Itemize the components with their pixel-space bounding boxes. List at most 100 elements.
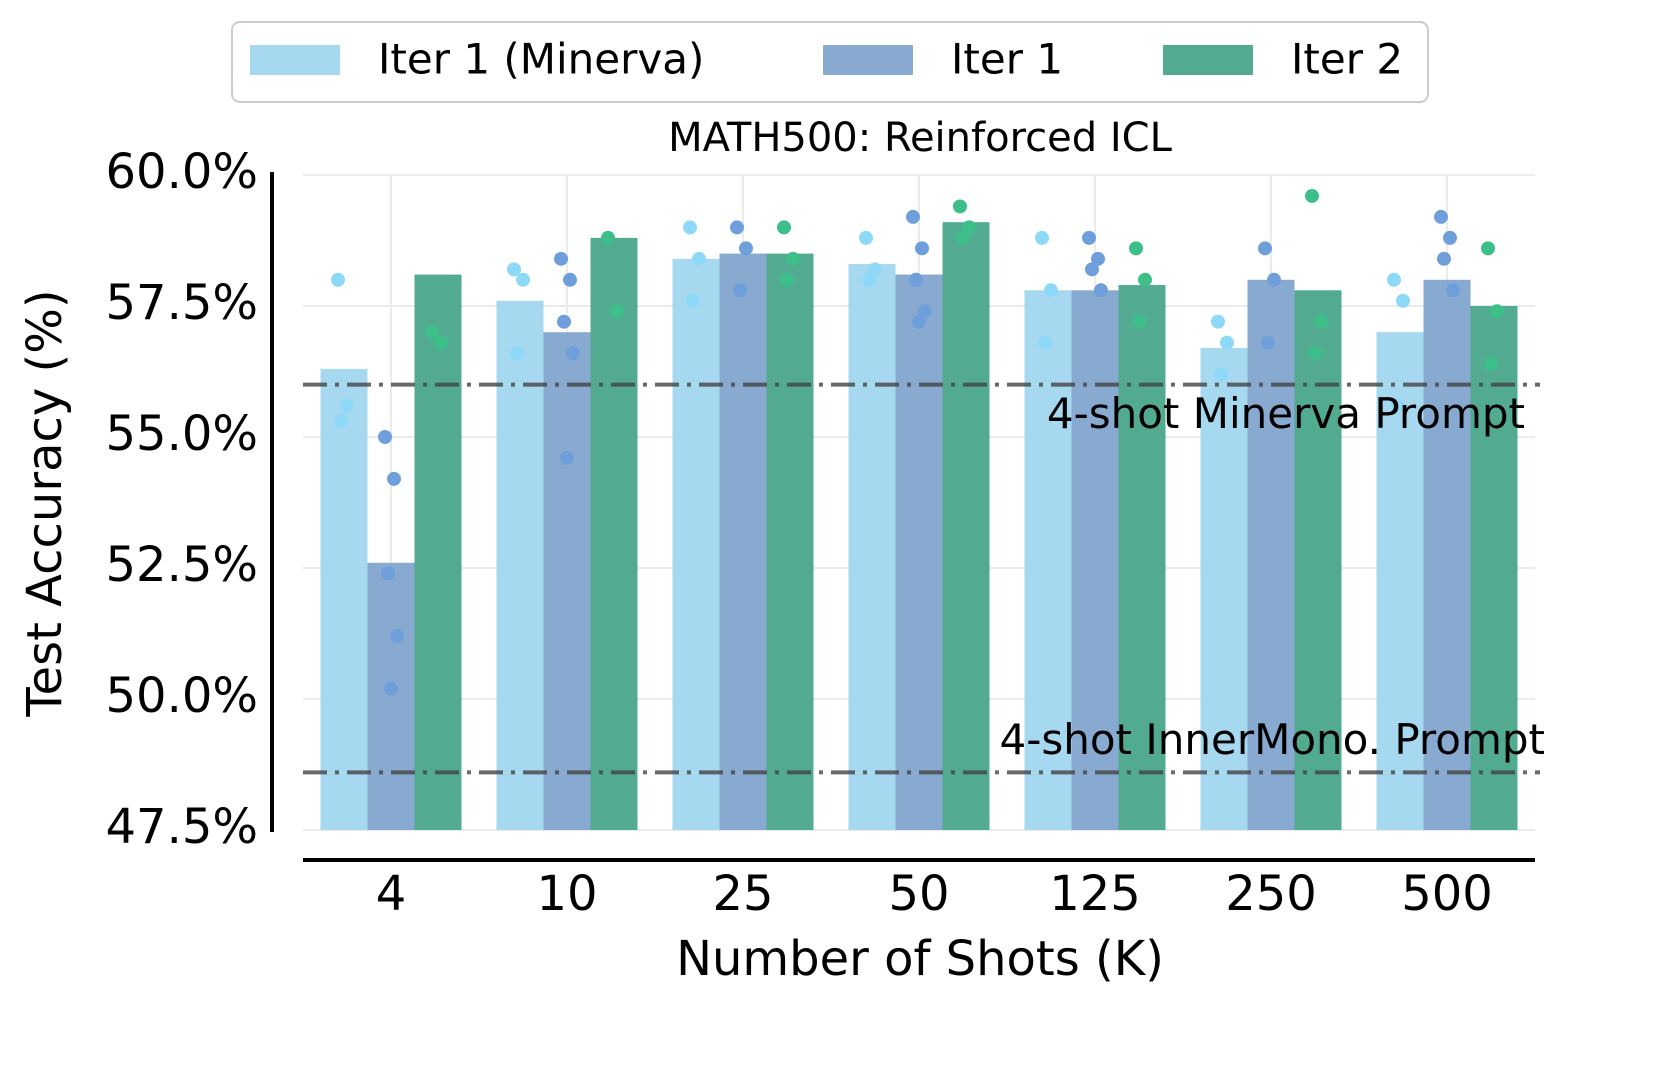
run-point [868, 262, 882, 277]
run-point [381, 566, 395, 581]
run-point [686, 293, 700, 308]
run-point [560, 450, 574, 465]
run-point [1308, 346, 1322, 361]
bar [1200, 347, 1248, 830]
run-point [334, 414, 348, 429]
legend-label: Iter 1 [951, 35, 1063, 84]
run-point [1396, 293, 1410, 308]
run-point [1446, 283, 1460, 298]
bar [895, 274, 943, 830]
run-point [1044, 283, 1058, 298]
legend-swatch [823, 45, 913, 75]
run-point [425, 325, 439, 340]
points [331, 188, 1504, 696]
run-point [1129, 241, 1143, 256]
run-point [909, 272, 923, 287]
y-tick-label: 60.0% [106, 144, 258, 200]
y-tick-label: 47.5% [106, 799, 258, 855]
bar [320, 368, 368, 830]
run-point [1085, 262, 1099, 277]
reference-label: 4-shot InnerMono. Prompt [999, 715, 1545, 764]
run-point [1481, 241, 1495, 256]
run-point [730, 220, 744, 235]
bar [1294, 290, 1342, 830]
run-point [962, 220, 976, 235]
run-point [563, 272, 577, 287]
run-point [510, 346, 524, 361]
run-point [956, 230, 970, 245]
bar [1024, 290, 1072, 830]
run-point [906, 209, 920, 224]
bar [1118, 285, 1166, 830]
run-point [1443, 230, 1457, 245]
run-point [384, 681, 398, 696]
run-point [378, 430, 392, 444]
reference-lines: 4-shot Minerva Prompt 4-shot InnerMono. P… [303, 382, 1545, 775]
run-point [918, 304, 932, 319]
run-point [859, 230, 873, 245]
bar [1071, 290, 1119, 830]
bar [1470, 306, 1518, 830]
run-point [683, 220, 697, 235]
bar [1376, 332, 1424, 830]
legend: Iter 1 (Minerva) Iter 1 Iter 2 [231, 21, 1429, 103]
run-point [1220, 335, 1234, 350]
y-tick-label: 55.0% [106, 406, 258, 462]
run-point [387, 471, 401, 486]
run-point [507, 262, 521, 277]
bar [367, 562, 415, 830]
bar [848, 264, 896, 831]
bar [672, 258, 720, 831]
run-point [1035, 230, 1049, 245]
run-point [1261, 335, 1275, 350]
bar [1247, 279, 1295, 830]
x-tick-label: 10 [536, 866, 597, 922]
reference-label: 4-shot Minerva Prompt [1047, 389, 1525, 438]
y-axis-label: Test Accuracy (%) [17, 289, 73, 717]
run-point [953, 199, 967, 214]
run-point [1387, 272, 1401, 287]
run-point [733, 283, 747, 298]
bar [590, 237, 638, 830]
run-point [331, 272, 345, 287]
run-point [1138, 272, 1152, 287]
run-point [1091, 251, 1105, 266]
run-point [862, 272, 876, 287]
x-tick-label: 50 [888, 866, 949, 922]
run-point [1082, 230, 1096, 245]
run-point [434, 335, 448, 350]
x-tick-label: 250 [1225, 866, 1317, 922]
run-point [1258, 241, 1272, 256]
run-point [777, 220, 791, 235]
run-point [390, 629, 404, 644]
run-point [1305, 188, 1319, 203]
x-tick-label: 500 [1401, 866, 1493, 922]
run-point [340, 398, 354, 413]
x-tick-label: 25 [712, 866, 773, 922]
run-point [566, 346, 580, 361]
run-point [1490, 304, 1504, 319]
run-point [1094, 283, 1108, 298]
bar [942, 222, 990, 830]
x-tick-label: 4 [376, 866, 407, 922]
run-point [1267, 272, 1281, 287]
legend-swatch [1163, 45, 1253, 75]
run-point [1314, 314, 1328, 329]
x-tick-label: 125 [1049, 866, 1141, 922]
run-point [780, 272, 794, 287]
y-tick-label: 52.5% [106, 537, 258, 593]
y-tick-label: 57.5% [106, 275, 258, 331]
run-point [915, 241, 929, 256]
run-point [1484, 356, 1498, 371]
bar [766, 253, 814, 831]
run-point [1214, 367, 1228, 382]
run-point [692, 251, 706, 266]
chart-title: MATH500: Reinforced ICL [668, 115, 1172, 161]
run-point [610, 304, 624, 319]
legend-swatch [250, 45, 340, 75]
y-tick-label: 50.0% [106, 668, 258, 724]
run-point [557, 314, 571, 329]
run-point [516, 272, 530, 287]
bars [320, 222, 1518, 831]
